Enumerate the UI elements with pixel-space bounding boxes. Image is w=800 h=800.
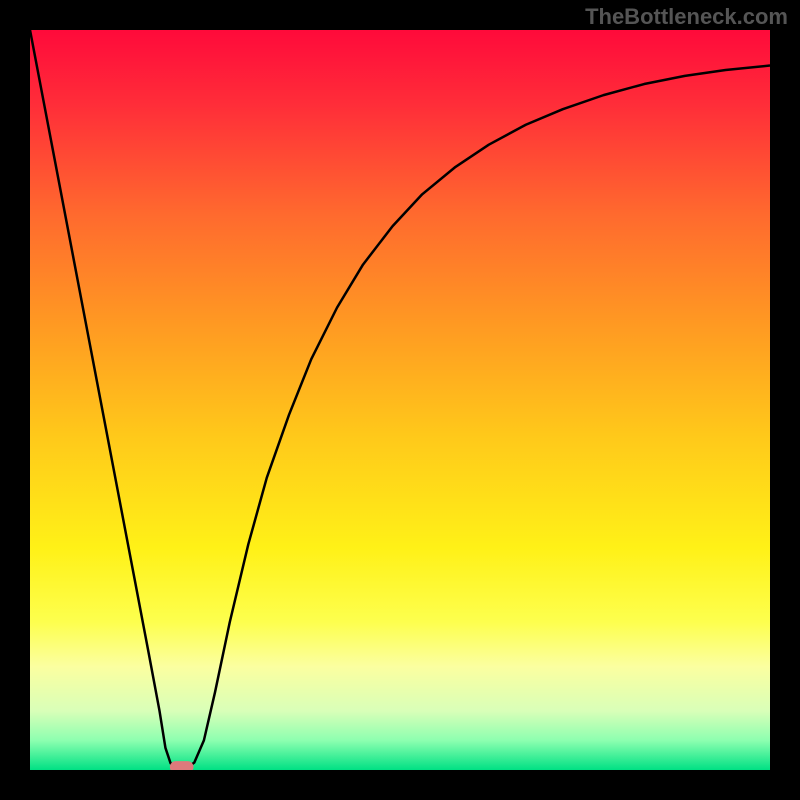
chart-frame: TheBottleneck.com [0,0,800,800]
bottleneck-plot [30,30,770,770]
plot-background [30,30,770,770]
optimum-marker [170,761,194,770]
watermark-text: TheBottleneck.com [585,4,788,30]
